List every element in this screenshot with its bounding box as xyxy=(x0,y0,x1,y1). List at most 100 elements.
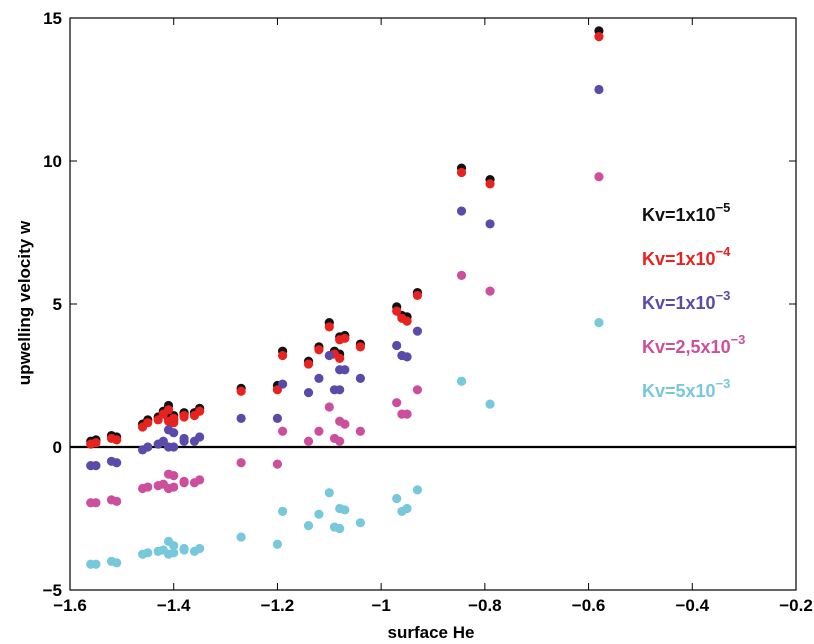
data-point xyxy=(485,286,495,296)
data-point xyxy=(340,505,350,515)
y-tick-label: 15 xyxy=(43,9,62,28)
data-point xyxy=(112,496,122,506)
series-1 xyxy=(86,31,604,449)
data-point xyxy=(340,333,350,343)
data-point xyxy=(456,270,467,280)
data-point xyxy=(112,558,122,568)
data-point xyxy=(314,426,324,436)
data-point xyxy=(278,506,288,516)
data-point xyxy=(143,442,153,452)
data-point xyxy=(195,475,205,485)
data-point xyxy=(485,399,495,409)
data-point xyxy=(143,482,153,492)
data-point xyxy=(272,459,283,469)
data-point xyxy=(179,433,189,444)
data-point xyxy=(355,518,365,528)
data-point xyxy=(324,322,334,332)
data-point xyxy=(195,432,205,442)
data-point xyxy=(402,503,412,514)
legend-entry: Kv=5x10−3 xyxy=(642,376,730,401)
series-3 xyxy=(86,172,604,508)
x-tick-label: −1.4 xyxy=(157,596,191,615)
y-tick-label: −5 xyxy=(43,581,62,600)
data-point xyxy=(335,523,345,534)
data-point xyxy=(112,458,122,468)
data-point xyxy=(303,388,314,398)
data-point xyxy=(112,435,122,445)
legend-entry: Kv=2,5x10−3 xyxy=(642,332,745,357)
data-point xyxy=(402,316,412,326)
data-point xyxy=(179,543,189,554)
data-point xyxy=(594,84,604,95)
x-tick-label: −0.2 xyxy=(779,596,813,615)
data-point xyxy=(324,488,334,498)
data-point xyxy=(169,482,179,492)
x-tick-label: −0.6 xyxy=(572,596,606,615)
data-point xyxy=(355,373,365,383)
legend-entry: Kv=1x10−4 xyxy=(642,244,731,269)
data-point xyxy=(335,385,345,395)
data-point xyxy=(163,405,174,415)
data-point xyxy=(392,306,402,316)
y-tick-label: 0 xyxy=(53,438,62,457)
x-tick-label: −1.6 xyxy=(53,596,87,615)
data-point xyxy=(314,345,324,355)
data-point xyxy=(314,373,324,383)
data-point xyxy=(195,406,205,416)
data-point xyxy=(355,426,365,436)
data-point xyxy=(324,402,334,412)
data-point xyxy=(412,485,423,495)
data-point xyxy=(412,385,423,395)
data-point xyxy=(169,428,179,438)
legend-entry: Kv=1x10−5 xyxy=(642,200,730,225)
data-point xyxy=(278,426,288,436)
data-point xyxy=(314,509,324,519)
data-point xyxy=(485,179,495,189)
data-point xyxy=(195,543,205,554)
data-point xyxy=(340,365,350,375)
data-point xyxy=(402,352,412,362)
data-point xyxy=(594,317,604,328)
y-tick-label: 5 xyxy=(53,295,62,314)
x-tick-label: −1.2 xyxy=(261,596,295,615)
data-point xyxy=(278,350,288,361)
data-point xyxy=(412,290,423,301)
data-point xyxy=(335,353,345,363)
data-point xyxy=(236,386,246,396)
data-point xyxy=(456,206,467,216)
data-point xyxy=(179,412,189,422)
data-point xyxy=(392,493,402,504)
data-point xyxy=(272,539,283,549)
data-points xyxy=(86,26,604,569)
x-axis-label: surface He xyxy=(388,623,475,642)
data-point xyxy=(303,359,314,369)
data-point xyxy=(143,548,153,558)
data-point xyxy=(169,471,179,481)
data-point xyxy=(392,340,402,351)
data-point xyxy=(456,376,467,386)
data-point xyxy=(402,409,412,419)
series-0 xyxy=(86,26,604,446)
data-point xyxy=(236,413,246,423)
data-point xyxy=(594,172,604,182)
data-point xyxy=(91,460,101,471)
data-point xyxy=(236,458,246,468)
data-point xyxy=(456,167,467,178)
data-point xyxy=(91,559,101,569)
data-point xyxy=(412,326,423,336)
data-point xyxy=(169,442,179,452)
data-point xyxy=(91,438,101,448)
x-tick-label: −0.4 xyxy=(676,596,710,615)
data-point xyxy=(485,219,495,229)
data-point xyxy=(91,498,101,508)
data-point xyxy=(169,413,179,423)
data-point xyxy=(324,350,334,361)
data-point xyxy=(594,31,604,42)
series-2 xyxy=(86,84,604,471)
data-point xyxy=(236,532,246,542)
data-point xyxy=(179,476,189,486)
data-point xyxy=(335,436,345,446)
x-tick-label: −0.8 xyxy=(468,596,502,615)
data-point xyxy=(278,379,288,389)
